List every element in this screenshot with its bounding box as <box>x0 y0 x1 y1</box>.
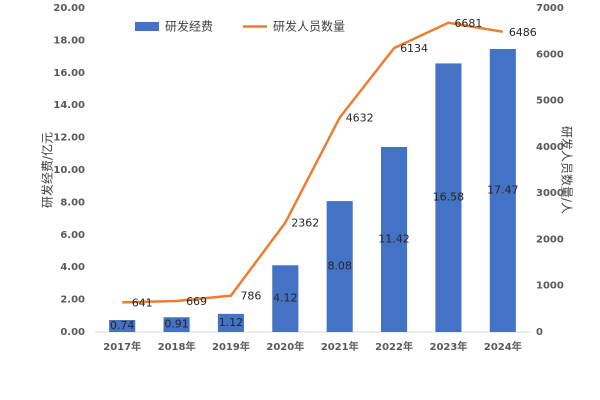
y2-tick-label: 2000 <box>536 234 564 245</box>
line-label: 6486 <box>509 26 537 39</box>
x-tick-label: 2020年 <box>266 340 304 353</box>
bar <box>489 48 516 333</box>
line-label: 6134 <box>400 42 428 55</box>
y2-tick-label: 0 <box>536 327 543 338</box>
y-axis-title: 研发经费/亿元 <box>40 132 55 208</box>
bar-label: 1.12 <box>219 316 244 329</box>
bar-label: 17.47 <box>487 183 519 196</box>
y2-tick-label: 7000 <box>536 3 564 14</box>
bar-label: 0.74 <box>110 319 135 332</box>
legend-label: 研发经费 <box>165 19 213 34</box>
y-tick-label: 12.00 <box>53 133 85 144</box>
bar-label: 4.12 <box>273 292 298 305</box>
y-tick-label: 18.00 <box>53 35 85 46</box>
x-tick-label: 2022年 <box>375 340 413 353</box>
y2-tick-label: 3000 <box>536 188 564 199</box>
x-tick-label: 2023年 <box>430 340 468 353</box>
x-tick-label: 2018年 <box>158 340 196 353</box>
line-label: 786 <box>240 290 261 303</box>
y-tick-label: 10.00 <box>53 165 85 176</box>
y-tick-label: 8.00 <box>60 197 85 208</box>
bar <box>435 63 462 333</box>
bar <box>109 320 136 332</box>
line-label: 4632 <box>346 112 374 125</box>
x-tick-label: 2021年 <box>321 340 359 353</box>
x-tick-label: 2019年 <box>212 340 250 353</box>
y-tick-label: 6.00 <box>60 230 85 241</box>
legend-swatch <box>135 22 159 31</box>
x-tick-label: 2017年 <box>103 340 141 353</box>
bar-label: 0.91 <box>164 318 189 331</box>
y-tick-label: 2.00 <box>60 295 85 306</box>
y-tick-label: 4.00 <box>60 262 85 273</box>
line <box>122 21 504 304</box>
bar <box>272 265 299 332</box>
y2-tick-label: 5000 <box>536 96 564 107</box>
y-tick-label: 20.00 <box>53 3 85 14</box>
bar-label: 11.42 <box>378 232 410 245</box>
bar <box>381 146 408 332</box>
y2-axis-title: 研发人员数量/人 <box>560 126 575 214</box>
y2-tick-label: 1000 <box>536 281 564 292</box>
y2-tick-label: 4000 <box>536 142 564 153</box>
line-label: 6681 <box>454 17 482 30</box>
bar <box>217 313 244 332</box>
bar-label: 16.58 <box>433 191 465 204</box>
y-tick-label: 14.00 <box>53 100 85 111</box>
bar-label: 8.08 <box>327 260 352 273</box>
line-label: 2362 <box>291 217 319 230</box>
bar <box>326 201 353 332</box>
bar <box>163 317 190 332</box>
line-label: 669 <box>186 295 207 308</box>
y-tick-label: 0.00 <box>60 327 85 338</box>
legend-label: 研发人员数量 <box>273 19 345 34</box>
line-label: 641 <box>132 296 153 309</box>
x-tick-label: 2024年 <box>484 340 522 353</box>
y-tick-label: 16.00 <box>53 68 85 79</box>
y2-tick-label: 6000 <box>536 49 564 60</box>
